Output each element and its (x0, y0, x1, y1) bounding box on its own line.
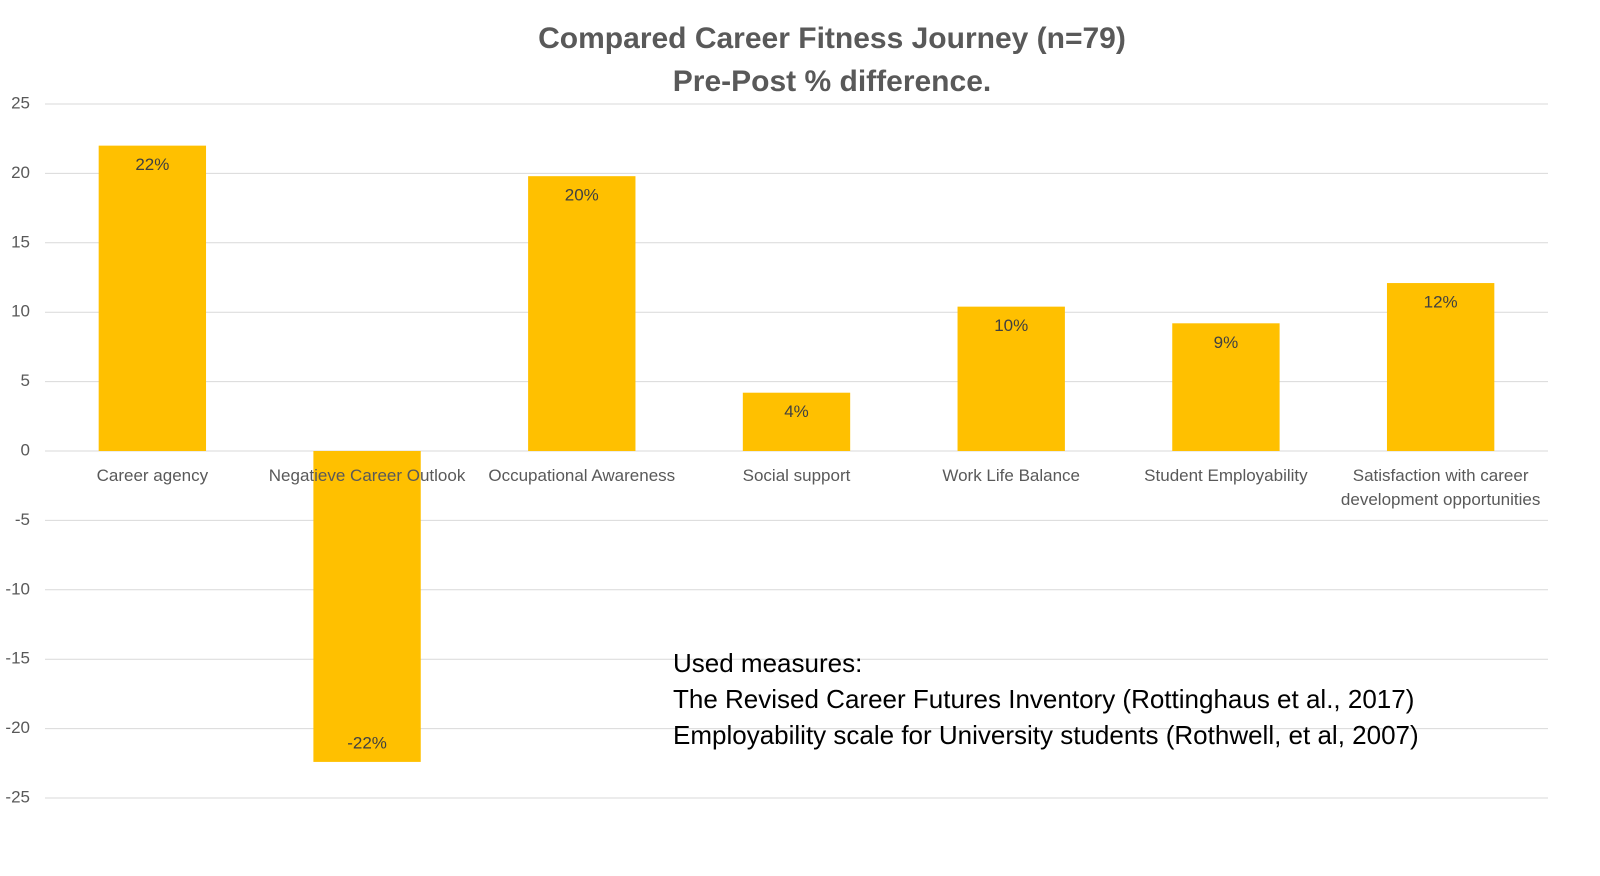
bar (313, 451, 421, 762)
y-tick-label: -5 (15, 510, 30, 529)
bar (1386, 283, 1495, 451)
y-tick-label: 5 (21, 371, 30, 390)
bar (528, 176, 636, 451)
y-tick-label: -20 (5, 718, 30, 737)
bar (957, 306, 1065, 451)
chart-subtitle: Pre-Post % difference. (673, 65, 991, 98)
annotation: Used measures: (673, 648, 862, 678)
y-tick-label: 25 (11, 93, 30, 112)
y-tick-label: 0 (21, 440, 30, 459)
x-tick-label: Student Employability (1144, 466, 1308, 485)
data-label: -22% (347, 733, 387, 752)
y-tick-label: 15 (11, 232, 30, 251)
x-tick-label: Occupational Awareness (488, 466, 676, 485)
x-tick-label: Career agency (96, 466, 209, 485)
bar (98, 145, 207, 451)
data-label: 9% (1214, 333, 1239, 352)
y-tick-label: -10 (5, 579, 30, 598)
chart-title: Compared Career Fitness Journey (n=79) (538, 22, 1126, 55)
y-tick-label: -25 (5, 787, 30, 806)
x-tick-label: Satisfaction with career development opp… (1340, 466, 1541, 509)
bar (1172, 323, 1280, 451)
y-tick-label: 20 (11, 163, 30, 182)
x-tick-label: Work Life Balance (942, 466, 1081, 485)
data-label: 12% (1424, 293, 1458, 312)
annotation: Employability scale for University stude… (673, 720, 1419, 750)
x-tick-label: Negatieve Career Outlook (268, 466, 466, 485)
annotation: The Revised Career Futures Inventory (Ro… (673, 684, 1414, 714)
y-tick-label: -15 (5, 649, 30, 668)
data-label: 22% (135, 155, 169, 174)
data-label: 4% (784, 402, 809, 421)
x-tick-label: Social support (742, 466, 851, 485)
data-label: 20% (565, 186, 599, 205)
y-tick-label: 10 (11, 302, 30, 321)
data-label: 10% (994, 316, 1028, 335)
bar (742, 392, 851, 451)
